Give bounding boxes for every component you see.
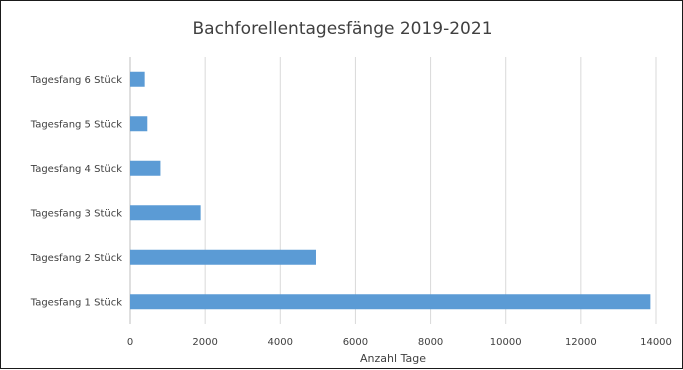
bars <box>130 71 651 310</box>
y-tick-labels: Tagesfang 1 Stück Tagesfang 2 Stück Tagesf… <box>30 75 122 309</box>
x-tick-labels: 0 2000 4000 6000 8000 10000 12000 14000 <box>127 337 672 348</box>
x-tick-label: 12000 <box>565 337 597 348</box>
bar <box>130 249 316 265</box>
x-axis-title: Anzahl Tage <box>360 352 426 365</box>
bar <box>130 160 161 176</box>
y-tick-label: Tagesfang 1 Stück <box>30 297 122 308</box>
y-tick-label: Tagesfang 6 Stück <box>30 75 122 86</box>
bar <box>130 116 148 132</box>
x-tick-label: 6000 <box>343 337 368 348</box>
y-tick-label: Tagesfang 2 Stück <box>30 253 122 264</box>
y-tick-label: Tagesfang 4 Stück <box>30 164 122 175</box>
x-tick-label: 2000 <box>192 337 217 348</box>
y-tick-label: Tagesfang 5 Stück <box>30 119 122 130</box>
x-tick-label: 8000 <box>418 337 443 348</box>
gridlines <box>129 57 657 324</box>
x-tick-label: 10000 <box>490 337 522 348</box>
y-tick-label: Tagesfang 3 Stück <box>30 208 122 219</box>
bar <box>130 205 201 221</box>
x-tick-label: 0 <box>127 337 133 348</box>
chart-title: Bachforellentagesfänge 2019-2021 <box>192 19 493 39</box>
bar <box>130 294 651 310</box>
x-tick-label: 4000 <box>268 337 293 348</box>
bar <box>130 71 145 87</box>
x-tick-label: 14000 <box>640 337 672 348</box>
